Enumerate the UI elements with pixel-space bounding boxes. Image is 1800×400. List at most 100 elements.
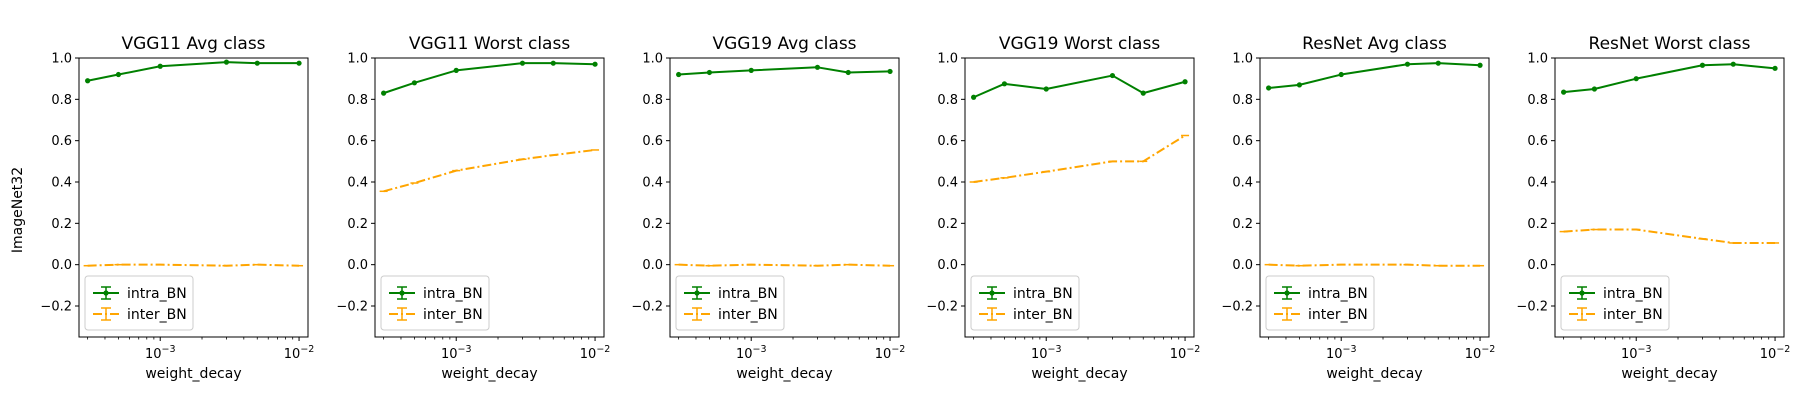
legend: intra_BN inter_BN	[970, 275, 1080, 331]
y-tick-label: 1.0	[1527, 52, 1548, 67]
chart-panel: ResNet Avg class 1.0 0.8 0.6 0.4 0.2 0.0 −0.2 10…	[1221, 34, 1495, 382]
data-point-intra_BN	[519, 60, 526, 66]
y-tick-label: 0.2	[1232, 217, 1253, 232]
y-tick-label: 0.2	[642, 217, 663, 232]
y-tick-label: 0.6	[937, 134, 958, 149]
y-tick-label: 0.4	[1232, 176, 1253, 191]
data-point-intra_BN	[845, 69, 851, 76]
legend-marker-intra_BN	[989, 290, 995, 296]
y-tick-label: −0.2	[1516, 300, 1548, 315]
x-tick-label: 10−2	[1760, 344, 1791, 362]
y-tick-label: 1.0	[937, 52, 958, 67]
data-point-intra_BN	[1140, 90, 1146, 96]
legend: intra_BN inter_BN	[675, 275, 785, 331]
legend-label: intra_BN	[423, 286, 483, 302]
y-tick-label: 0.4	[937, 176, 958, 191]
legend-label: intra_BN	[1013, 286, 1073, 302]
data-point-intra_BN	[1591, 86, 1598, 92]
y-tick-label: 0.6	[1232, 134, 1253, 149]
x-tick-label: 10−2	[875, 344, 906, 362]
chart-title: ResNet Worst class	[1589, 34, 1751, 54]
x-axis-label: weight_decay	[1621, 366, 1717, 382]
figure-ylabel: ImageNet32	[10, 167, 26, 253]
legend-marker-intra_BN	[1579, 290, 1585, 296]
data-point-intra_BN	[887, 68, 893, 75]
axes-frame	[1259, 57, 1490, 338]
series-line-inter_BN	[678, 263, 891, 267]
series-line-intra_BN	[1268, 62, 1481, 89]
x-axis-label: weight_decay	[441, 366, 537, 382]
y-tick-label: 0.6	[51, 134, 72, 149]
legend-label: intra_BN	[1603, 286, 1663, 302]
legend-marker-intra_BN	[694, 290, 700, 296]
data-point-intra_BN	[254, 60, 260, 66]
data-point-intra_BN	[1338, 71, 1344, 78]
y-tick-label: 0.8	[51, 93, 72, 108]
legend-box	[1560, 275, 1670, 331]
x-tick-label: 10−3	[1621, 344, 1652, 362]
data-point-intra_BN	[1296, 82, 1303, 88]
y-tick-label: 0.4	[51, 176, 72, 191]
data-point-intra_BN	[411, 80, 418, 86]
data-point-intra_BN	[296, 60, 302, 66]
data-point-intra_BN	[814, 64, 821, 70]
data-point-intra_BN	[1633, 76, 1639, 82]
y-tick-label: 0.8	[937, 93, 958, 108]
series-line-intra_BN	[678, 66, 891, 76]
legend-label: intra_BN	[127, 286, 187, 302]
y-tick-label: 0.2	[1527, 217, 1548, 232]
legend-label: inter_BN	[1603, 307, 1663, 323]
legend-box	[1265, 275, 1375, 331]
x-axis-label: weight_decay	[145, 366, 241, 382]
y-tick-label: 0.8	[347, 93, 368, 108]
y-tick-label: 0.0	[1232, 258, 1253, 273]
legend-label: intra_BN	[1308, 286, 1368, 302]
x-axis-label: weight_decay	[1326, 366, 1422, 382]
x-tick-label: 10−3	[1326, 344, 1357, 362]
y-tick-label: 0.6	[1527, 134, 1548, 149]
legend-marker-intra_BN	[1284, 290, 1290, 296]
y-tick-label: 0.0	[51, 258, 72, 273]
data-point-intra_BN	[85, 78, 91, 84]
y-tick-label: 0.8	[642, 93, 663, 108]
y-tick-label: 0.6	[347, 134, 368, 149]
chart-panel: VGG19 Worst class 1.0 0.8 0.6 0.4 0.2 0.0 −0.2 1…	[926, 34, 1200, 382]
data-point-intra_BN	[1561, 89, 1567, 95]
data-point-intra_BN	[1043, 86, 1049, 92]
data-point-intra_BN	[1109, 72, 1116, 79]
legend-marker-intra_BN	[399, 290, 405, 296]
y-tick-label: 0.4	[642, 176, 663, 191]
series-line-inter_BN	[1268, 263, 1481, 267]
x-tick-label: 10−3	[736, 344, 767, 362]
series-line-inter_BN	[87, 263, 300, 267]
legend-box	[380, 275, 490, 331]
data-point-intra_BN	[223, 59, 230, 65]
y-tick-label: 0.4	[347, 176, 368, 191]
chart-title: VGG11 Worst class	[409, 34, 570, 54]
axes-frame	[78, 57, 309, 338]
legend: intra_BN inter_BN	[84, 275, 194, 331]
legend: intra_BN inter_BN	[380, 275, 490, 331]
legend-label: inter_BN	[423, 307, 483, 323]
series-line-inter_BN	[383, 148, 596, 193]
chart-panel: VGG19 Avg class 1.0 0.8 0.6 0.4 0.2 0.0 −0.2 10−…	[631, 34, 905, 382]
data-point-intra_BN	[381, 90, 387, 96]
data-point-intra_BN	[676, 71, 682, 78]
chart-title: ResNet Avg class	[1302, 34, 1447, 54]
chart-panel: VGG11 Avg class 1.0 0.8 0.6 0.4 0.2 0.0 −0.2 10−…	[40, 34, 314, 382]
axes-frame	[964, 57, 1195, 338]
y-tick-label: −0.2	[336, 300, 368, 315]
y-tick-label: 0.2	[51, 217, 72, 232]
series-line-inter_BN	[973, 134, 1186, 183]
y-tick-label: 0.4	[1527, 176, 1548, 191]
x-tick-label: 10−2	[284, 344, 315, 362]
data-point-intra_BN	[1477, 62, 1483, 68]
data-point-intra_BN	[592, 61, 598, 67]
legend-label: inter_BN	[1013, 307, 1073, 323]
data-point-intra_BN	[706, 69, 713, 76]
data-point-intra_BN	[1001, 81, 1008, 87]
data-point-intra_BN	[1404, 61, 1411, 67]
data-point-intra_BN	[115, 71, 122, 78]
axes-frame	[1554, 57, 1785, 338]
